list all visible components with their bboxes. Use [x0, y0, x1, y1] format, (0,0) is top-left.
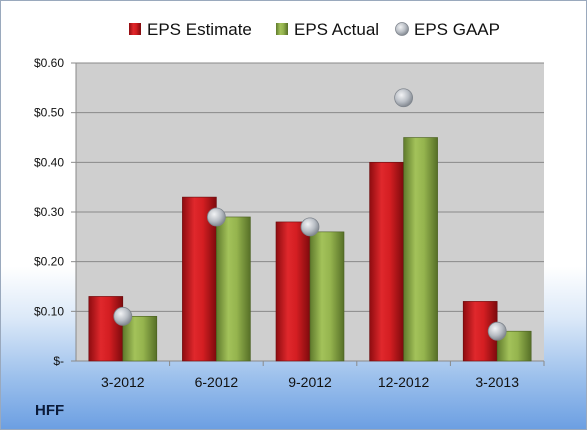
- bar-eps-estimate: [275, 221, 311, 362]
- bar-eps-actual: [309, 231, 345, 362]
- legend-swatch-eps-estimate: [129, 23, 141, 35]
- bar-eps-estimate: [88, 296, 124, 362]
- y-tick-label: $0.50: [34, 106, 64, 120]
- bar-eps-estimate: [369, 162, 404, 362]
- marker-eps-gaap: [394, 88, 414, 108]
- x-tick-label: 3-2013: [475, 374, 519, 390]
- legend-label: EPS Actual: [294, 20, 379, 39]
- legend-swatch-eps-actual: [276, 23, 288, 35]
- marker-eps-gaap: [487, 321, 507, 341]
- y-tick-label: $-: [53, 354, 64, 368]
- y-tick-label: $0.40: [34, 155, 64, 169]
- marker-eps-gaap: [300, 217, 320, 237]
- bar-eps-actual: [403, 137, 438, 362]
- y-tick-label: $0.10: [34, 304, 64, 318]
- y-tick-label: $0.20: [34, 255, 64, 269]
- marker-eps-gaap: [113, 306, 133, 326]
- bar-eps-actual: [216, 216, 251, 362]
- legend-label: EPS Estimate: [147, 20, 252, 39]
- x-tick-label: 3-2012: [101, 374, 145, 390]
- y-tick-label: $0.30: [34, 205, 64, 219]
- x-tick-label: 9-2012: [288, 374, 332, 390]
- x-tick-label: 6-2012: [195, 374, 239, 390]
- ticker-label: HFF: [35, 402, 65, 419]
- marker-eps-gaap: [206, 207, 226, 227]
- y-tick-label: $0.60: [34, 56, 64, 70]
- legend-label: EPS GAAP: [414, 20, 500, 39]
- x-tick-label: 12-2012: [378, 374, 430, 390]
- legend-swatch-eps-gaap: [395, 22, 409, 36]
